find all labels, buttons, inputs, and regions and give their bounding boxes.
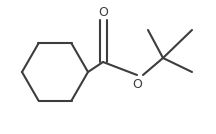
Text: O: O — [132, 77, 142, 90]
Text: O: O — [98, 5, 108, 18]
